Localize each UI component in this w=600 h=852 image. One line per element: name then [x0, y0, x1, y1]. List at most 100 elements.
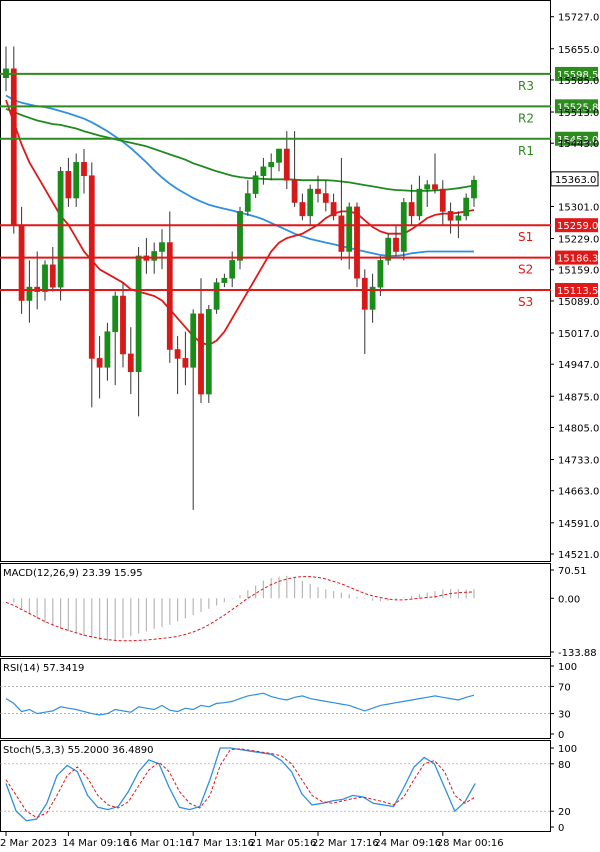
ma-green-line: [5, 108, 475, 192]
price-tick-label: 15585.0: [558, 76, 599, 87]
candle-body: [120, 295, 126, 355]
price-tick-label: 14947.0: [558, 360, 599, 371]
price-tick-label: 15089.0: [558, 297, 599, 308]
level-name-r3: R3: [518, 79, 534, 93]
rsi-label: RSI(14) 57.3419: [3, 663, 84, 674]
level-price-label: 15259.0: [557, 221, 598, 232]
candle-body: [159, 242, 165, 252]
candle-body: [229, 260, 236, 279]
stoch-tick-label: 0: [558, 823, 564, 834]
candle-body: [252, 175, 259, 194]
level-name-s2: S2: [518, 263, 533, 277]
candle-body: [96, 358, 103, 368]
candle-body: [88, 175, 95, 359]
stoch-tick-label: 80: [558, 760, 571, 771]
candle: [471, 175, 477, 207]
candle-body: [338, 215, 345, 252]
candle-body: [432, 184, 438, 190]
candle-body: [151, 251, 158, 261]
candle-body: [213, 282, 220, 310]
time-tick-label: 24 Mar 09:16: [374, 838, 441, 849]
level-price-box: [555, 250, 598, 265]
candle-body: [346, 206, 353, 252]
macd-tick-label: 70.51: [558, 566, 587, 577]
candle: [447, 202, 454, 234]
candle-body: [57, 170, 64, 288]
price-tick-label: 14663.0: [558, 487, 599, 498]
candle: [57, 166, 64, 301]
stoch-tick-label: 100: [558, 744, 577, 755]
price-tick-label: 15017.0: [558, 329, 599, 340]
current-price-box: [550, 171, 599, 187]
candle: [330, 193, 337, 221]
price-tick-label: 15727.0: [558, 13, 599, 24]
price-tick-label: 14733.0: [558, 456, 599, 467]
candle-body: [315, 188, 321, 194]
candle-body: [393, 237, 399, 252]
candle: [174, 336, 181, 395]
candle: [276, 148, 282, 172]
rsi-line: [5, 692, 475, 716]
candle: [42, 260, 48, 301]
price-tick-label: 15229.0: [558, 235, 599, 246]
candle: [104, 322, 111, 381]
candle-body: [377, 260, 384, 288]
candle: [268, 153, 275, 181]
candle-body: [424, 184, 431, 190]
candle-body: [49, 264, 56, 288]
candle: [190, 309, 197, 510]
level-price-label: 15598.5: [557, 70, 598, 81]
candle: [361, 269, 368, 354]
level-name-s3: S3: [518, 295, 533, 309]
candle: [322, 180, 329, 212]
time-tick-label: 22 Mar 17:16: [312, 838, 379, 849]
candle: [408, 184, 415, 225]
candle: [127, 327, 134, 395]
candle-body: [112, 295, 119, 332]
candle-body: [127, 353, 134, 373]
candle: [369, 273, 376, 323]
candle-body: [237, 211, 243, 261]
candle: [159, 229, 165, 270]
candle: [291, 131, 298, 207]
level-name-r2: R2: [518, 111, 534, 125]
candle-body: [291, 179, 298, 203]
candle-body: [65, 170, 72, 199]
time-tick-label: 14 Mar 09:16: [62, 838, 129, 849]
price-tick-label: 15513.0: [558, 108, 599, 119]
candle-body: [283, 148, 290, 181]
candle: [112, 291, 119, 386]
candle-body: [174, 349, 181, 359]
support-resistance-levels: R3 15598.5 R2 15525.8 R1 15453.0 S1 15259.0 S2 15…: [0, 66, 598, 309]
rsi-tick-label: 0: [558, 730, 564, 741]
candle-body: [439, 188, 446, 212]
candle: [213, 278, 220, 314]
macd-tick-label: -133.88: [558, 648, 597, 659]
candle: [88, 162, 95, 408]
candle: [198, 278, 204, 403]
rsi-tick-label: 70: [558, 682, 571, 693]
candle: [135, 247, 142, 417]
rsi-tick-label: 100: [558, 662, 577, 673]
candle-body: [299, 202, 306, 217]
level-price-box: [555, 99, 598, 114]
level-price-label: 15453.0: [557, 135, 598, 146]
candle-body: [166, 242, 173, 350]
candle: [237, 206, 243, 270]
candle-body: [205, 309, 212, 395]
candle-body: [268, 162, 275, 168]
candle-body: [385, 237, 392, 261]
candle: [205, 304, 212, 403]
price-tick-label: 14591.0: [558, 519, 599, 530]
macd-signal-line: [5, 576, 475, 642]
rsi-panel: RSI(14) 57.3419 100 70 30 0: [0, 662, 577, 741]
candle-body: [276, 148, 282, 163]
candle-body: [307, 188, 314, 217]
rsi-panel-frame: [0, 658, 551, 739]
candle: [81, 149, 87, 194]
candle-body: [322, 193, 329, 203]
time-tick-label: 28 Mar 00:16: [437, 838, 504, 849]
price-tick-label: 15301.0: [558, 202, 599, 213]
